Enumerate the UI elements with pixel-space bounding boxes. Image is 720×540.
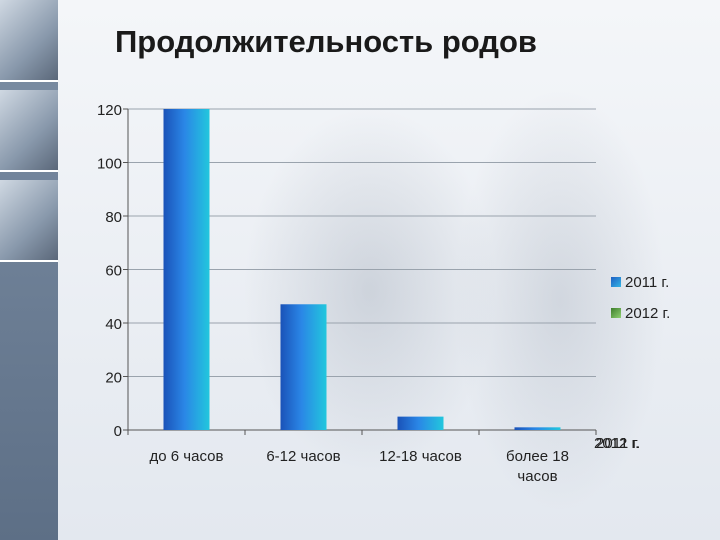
x-category-label: 6-12 часов <box>266 448 340 465</box>
slide-title: Продолжительность родов <box>115 24 537 59</box>
y-tick-label: 100 <box>97 156 122 173</box>
legend-label-1: 2011 г. <box>625 274 669 291</box>
left-photo-strip <box>0 0 58 540</box>
legend-label-2: 2012 г. <box>625 305 670 322</box>
bar-3 <box>397 416 444 430</box>
y-tick-label: 80 <box>105 209 122 226</box>
legend-swatch-1 <box>611 277 621 287</box>
y-tick-label: 120 <box>97 102 122 119</box>
x-category-label: 12-18 часов <box>379 448 462 465</box>
photo-1 <box>0 0 58 82</box>
y-tick-label: 20 <box>105 370 122 387</box>
y-tick-label: 0 <box>114 423 122 440</box>
depth-axis-label: 2011 г. <box>596 435 640 452</box>
bar-2 <box>280 304 327 430</box>
x-category-label: до 6 часов <box>150 448 224 465</box>
y-tick-label: 40 <box>105 316 122 333</box>
legend-swatch-2 <box>611 308 621 318</box>
depth-axis-label: 2012 г. <box>594 435 639 452</box>
x-category-label: более 18 <box>506 448 569 465</box>
y-tick-label: 60 <box>105 263 122 280</box>
photo-2 <box>0 90 58 172</box>
photo-3 <box>0 180 58 262</box>
bar-1 <box>163 109 210 430</box>
x-category-label: часов <box>517 468 557 485</box>
bar-4 <box>514 427 561 430</box>
